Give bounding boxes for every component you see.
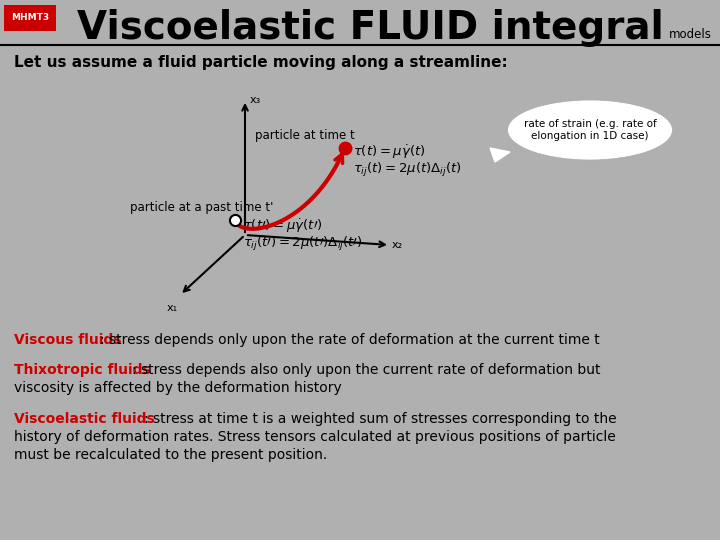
Text: Thixotropic fluids: Thixotropic fluids [14,363,150,377]
Text: particle at a past time t': particle at a past time t' [130,201,274,214]
Text: particle at time t: particle at time t [255,129,355,141]
FancyBboxPatch shape [4,5,56,31]
Ellipse shape [508,100,672,160]
Text: : stress depends only upon the rate of deformation at the current time t: : stress depends only upon the rate of d… [100,333,600,347]
Text: Viscoelastic FLUID integral: Viscoelastic FLUID integral [76,9,663,47]
Text: x₂: x₂ [392,240,403,250]
Text: MHMT3: MHMT3 [11,14,49,23]
Text: viscosity is affected by the deformation history: viscosity is affected by the deformation… [14,381,342,395]
Text: Viscoelastic fluids: Viscoelastic fluids [14,412,155,426]
Text: models: models [669,29,712,42]
Text: Viscous fluids: Viscous fluids [14,333,122,347]
Text: $\tau_{ij}(t\prime) = 2\mu(t\prime)\Delta_{ij}(t\prime)$: $\tau_{ij}(t\prime) = 2\mu(t\prime)\Delt… [243,235,363,253]
Text: : stress at time t is a weighted sum of stresses corresponding to the: : stress at time t is a weighted sum of … [144,412,616,426]
Text: history of deformation rates. Stress tensors calculated at previous positions of: history of deformation rates. Stress ten… [14,430,616,444]
Text: Let us assume a fluid particle moving along a streamline:: Let us assume a fluid particle moving al… [14,55,508,70]
Text: : stress depends also only upon the current rate of deformation but: : stress depends also only upon the curr… [132,363,600,377]
Text: x₃: x₃ [250,95,261,105]
Text: rate of strain (e.g. rate of
elongation in 1D case): rate of strain (e.g. rate of elongation … [523,119,657,141]
Text: $\tau(t\prime) = \mu\dot{\gamma}(t\prime)$: $\tau(t\prime) = \mu\dot{\gamma}(t\prime… [243,217,323,235]
Text: must be recalculated to the present position.: must be recalculated to the present posi… [14,448,328,462]
Text: $\tau(t) = \mu\dot{\gamma}(t)$: $\tau(t) = \mu\dot{\gamma}(t)$ [353,143,426,161]
Text: x₁: x₁ [167,303,178,313]
Text: $\tau_{ij}(t) = 2\mu(t)\Delta_{ij}(t)$: $\tau_{ij}(t) = 2\mu(t)\Delta_{ij}(t)$ [353,161,462,179]
Polygon shape [490,148,510,162]
